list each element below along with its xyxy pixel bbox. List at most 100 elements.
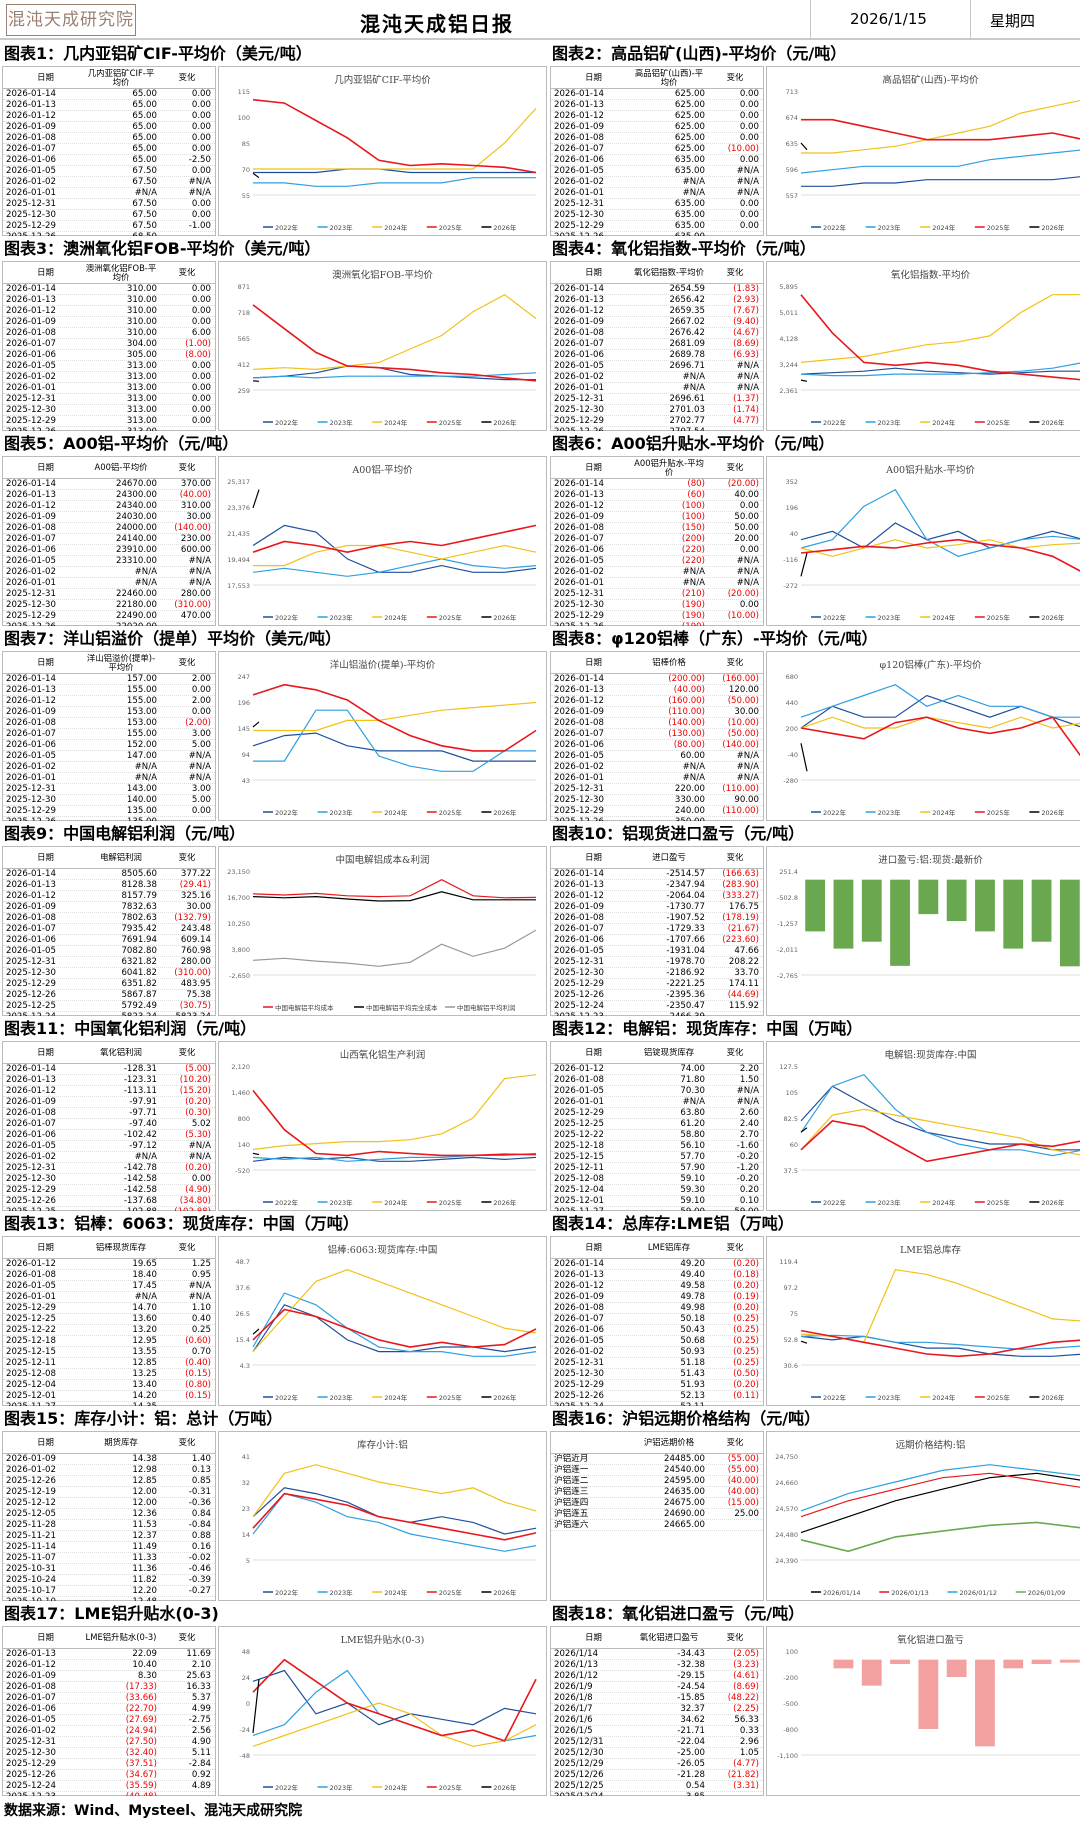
row-date: 2026-01-12 — [6, 1259, 56, 1269]
table-row: 2026/1/7 32.37 (2.25) — [551, 1704, 763, 1715]
row-value: -102.42 — [123, 1130, 157, 1140]
row-value: 24665.00 — [663, 1520, 705, 1530]
row-change: 25.63 — [186, 1671, 211, 1681]
y-tick-label: 40 — [790, 530, 798, 538]
row-value: (17.33) — [125, 1682, 157, 1692]
row-value: (130.00) — [668, 729, 705, 739]
row-value: 13.20 — [132, 1325, 157, 1335]
row-date: 2025-12-26 — [3, 817, 85, 821]
row-change: 0.00 — [191, 361, 211, 371]
column-header: 变化 — [178, 1438, 196, 1447]
row-change: 0.00 — [191, 111, 211, 121]
row-value: 7832.63 — [121, 902, 157, 912]
y-tick-label: -2,650 — [229, 972, 250, 980]
row-value: (210) — [681, 589, 705, 599]
y-tick-label: 25,317 — [227, 478, 250, 486]
row-date: 2026-01-06 — [6, 155, 56, 165]
row-change: (8.69) — [733, 339, 759, 349]
table-header: 日期 高品铝矿(山西)-平均价 变化 — [551, 67, 763, 89]
row-change: 5823.24 — [163, 1012, 215, 1016]
table-row: 2025-12-31 143.00 3.00 — [3, 784, 215, 795]
y-tick-label: 52.8 — [784, 1336, 798, 1344]
chart-area: A00铝-平均价 17,553 19,494 21,435 23,376 25,317 20… — [218, 456, 547, 626]
row-value: -102.88 — [85, 1207, 163, 1211]
row-date: 2026/1/6 — [554, 1715, 593, 1725]
table-row: 沪铝连三 24635.00 (40.00) — [551, 1487, 763, 1498]
column-header: 变化 — [178, 1633, 196, 1642]
table-row: 2025-12-15 57.70 -0.20 — [551, 1152, 763, 1163]
row-date: 2025-12-25 — [6, 1314, 56, 1324]
row-value: 12.00 — [132, 1498, 157, 1508]
y-tick-label: 412 — [238, 361, 250, 369]
row-date: 2026-01-05 — [6, 946, 56, 956]
row-change: 0.00 — [191, 416, 211, 426]
row-date: 2026-01-14 — [6, 674, 56, 684]
chart-svg: 库存小计:铝 5 14 23 32 41 2022年 2023年 2024年 2025年 2026年 — [242, 1439, 537, 1597]
row-change: (0.20) — [733, 1259, 759, 1269]
header-divider — [810, 0, 811, 40]
panel-title: 图表14：总库存:LME铝（万吨） — [552, 1214, 794, 1233]
table-row: 2026-01-12 2659.35 (7.67) — [551, 306, 763, 317]
table-row: 2026-01-07 50.18 (0.25) — [551, 1314, 763, 1325]
row-change: (0.25) — [733, 1325, 759, 1335]
row-date: 2026-01-07 — [554, 339, 604, 349]
series-line — [800, 1329, 1080, 1358]
column-header: 电解铝利润 — [100, 853, 142, 862]
table-row: 2025-11-07 11.33 -0.02 — [3, 1553, 215, 1564]
row-change: 0.00 — [191, 89, 211, 99]
row-date: 2026-01-06 — [6, 350, 56, 360]
row-date: 2026-01-13 — [6, 490, 56, 500]
row-date: 2026-01-12 — [6, 891, 56, 901]
row-change: 2.00 — [191, 674, 211, 684]
panel-title: 图表17：LME铝升贴水(0-3) — [4, 1604, 219, 1623]
table-row: 2025-12-29 635.00 0.00 — [551, 221, 763, 232]
row-date: 2026-01-14 — [6, 284, 56, 294]
table-row: 2026-01-13 -2347.94 (283.90) — [551, 880, 763, 891]
table-row: 2025-12-30 140.00 5.00 — [3, 795, 215, 806]
row-change: 176.75 — [728, 902, 759, 912]
row-change: 90.00 — [734, 795, 759, 805]
table-row: 2025/12/30 -25.00 1.05 — [551, 1748, 763, 1759]
chart-title: LME铝升贴水(0-3) — [341, 1634, 425, 1646]
table-row: 2026-01-08 -97.71 (0.30) — [3, 1108, 215, 1119]
chart-title: 几内亚铝矿CIF-平均价 — [334, 74, 431, 86]
column-header: 变化 — [178, 73, 196, 82]
row-date: 2025-12-29 — [6, 416, 56, 426]
row-value: 135.00 — [85, 817, 163, 821]
legend-label: 2025年 — [439, 1393, 463, 1402]
row-date: 2025-11-28 — [6, 1520, 56, 1530]
row-change: 0.00 — [191, 707, 211, 717]
row-date: 2026-01-12 — [554, 1064, 604, 1074]
row-change: -1.20 — [736, 1163, 759, 1173]
row-date: 2026/1/7 — [554, 1704, 593, 1714]
table-row: 2026-01-14 -128.31 (5.00) — [3, 1064, 215, 1075]
y-tick-label: -48 — [239, 1752, 250, 1760]
row-value: (40.48) — [85, 1792, 163, 1796]
legend-label: 2026年 — [1041, 613, 1065, 622]
column-header: 日期 — [585, 463, 602, 472]
row-change: (102.88) — [163, 1207, 215, 1211]
table-row: 2025-12-15 13.55 0.70 — [3, 1347, 215, 1358]
table-row: 2025-12-29 51.93 (0.20) — [551, 1380, 763, 1391]
row-date: 2026-01-05 — [6, 1281, 56, 1291]
y-tick-label: 30.6 — [784, 1362, 798, 1370]
table-row: 2026-01-08 (17.33) 16.33 — [3, 1682, 215, 1693]
table-row: 2026-01-13 65.00 0.00 — [3, 100, 215, 111]
legend-label: 2026年 — [493, 1393, 517, 1402]
row-change: 0.00 — [191, 306, 211, 316]
column-header: 变化 — [726, 1633, 744, 1642]
row-value: 18.40 — [132, 1270, 157, 1280]
row-change: (140.00) — [722, 740, 759, 750]
row-change: 2.10 — [191, 1660, 211, 1670]
row-change: (0.40) — [185, 1358, 211, 1368]
table-row: 2026-01-01 #N/A #N/A — [3, 188, 215, 199]
column-header: 铝棒价格 — [652, 658, 686, 667]
row-change: -2.84 — [188, 1759, 211, 1769]
row-change: (40.00) — [179, 490, 211, 500]
y-tick-label: 37.5 — [784, 1167, 798, 1175]
bar — [1003, 879, 1024, 949]
panel-7: 图表7：洋山铝溢价（提单）平均价（美元/吨） 日期 洋山铝溢价(提单)-平均价 变化 2… — [2, 629, 547, 821]
legend-label: 2026年 — [493, 808, 517, 817]
legend-label: 2024年 — [384, 418, 408, 427]
row-value: #N/A — [134, 1292, 157, 1302]
